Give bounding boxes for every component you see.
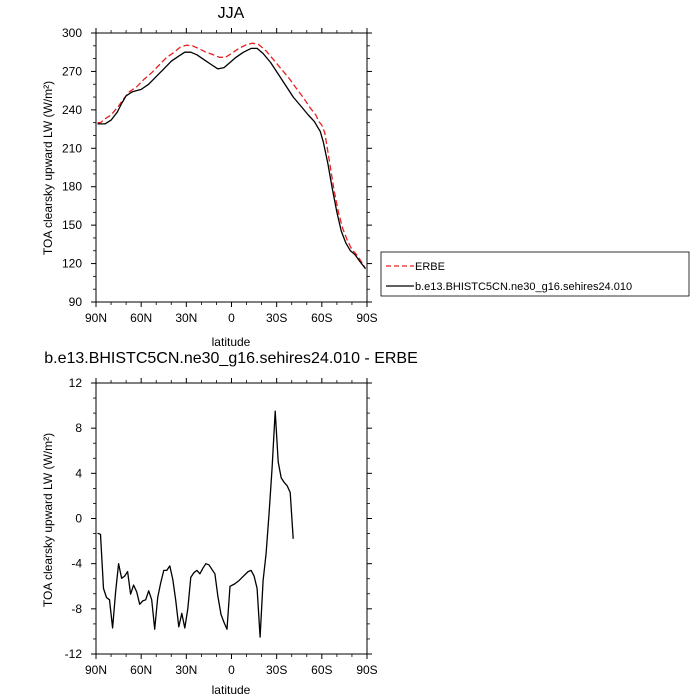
bottom-y-tick-label: -8 (71, 602, 82, 616)
top-chart-title: JJA (218, 5, 245, 22)
top-x-tick-label: 90N (85, 311, 107, 325)
top-y-tick-label: 120 (62, 257, 82, 271)
legend-box (380, 251, 690, 297)
top-x-tick-label: 60N (130, 311, 152, 325)
bottom-x-tick-label: 60S (311, 663, 332, 677)
top-y-axis-label: TOA clearsky upward LW (W/m²) (41, 81, 55, 255)
top-y-axis-title: TOA clearsky upward LW (W/m²) (41, 81, 55, 255)
top-y-tick-label: 300 (62, 26, 82, 40)
top-x-tick-label: 60S (311, 311, 332, 325)
bottom-y-tick-label: 8 (75, 421, 82, 435)
top-x-tick-label: 90S (356, 311, 377, 325)
bottom-y-axis-label: TOA clearsky upward LW (W/m²) (41, 433, 55, 607)
top-x-tick-label: 0 (228, 311, 235, 325)
bottom-plot-area: 90N 60N 30N 0 30S 60S 90S -12 -8 -4 0 4 8 12 (65, 376, 378, 677)
top-x-tick-label: 30N (175, 311, 197, 325)
top-series-line-b-e13-bhistc5cn-ne30-g16-sehires24-010 (97, 47, 367, 270)
top-y-tick-label: 90 (69, 295, 83, 309)
top-series-line-erbe (97, 42, 367, 270)
top-plot-frame (95, 32, 368, 303)
svg-text:TOA clearsky upward LW (W/m²): TOA clearsky upward LW (W/m²) (41, 81, 55, 255)
bottom-series-line-difference (97, 410, 294, 638)
bottom-x-tick-label: 90S (356, 663, 377, 677)
top-y-tick-label: 180 (62, 180, 82, 194)
top-plot-area: 90N 60N 30N 0 30S 60S 90S 90 120 150 180 210 240 270 3… (62, 26, 378, 325)
bottom-x-tick-label: 90N (85, 663, 107, 677)
top-x-axis-title: latitude (212, 335, 251, 349)
bottom-y-tick-label: -12 (65, 647, 83, 661)
bottom-x-tick-label: 30S (266, 663, 287, 677)
bottom-x-tick-label: 30N (175, 663, 197, 677)
top-y-tick-label: 210 (62, 141, 82, 155)
legend-label-model: b.e13.BHISTC5CN.ne30_g16.sehires24.010 (415, 281, 632, 293)
svg-text:TOA clearsky upward LW (W/m²): TOA clearsky upward LW (W/m²) (41, 433, 55, 607)
top-x-tick-label: 30S (266, 311, 287, 325)
bottom-y-tick-label: 4 (75, 466, 82, 480)
bottom-y-axis-title: TOA clearsky upward LW (W/m²) (41, 433, 55, 607)
top-y-tick-label: 150 (62, 218, 82, 232)
top-chart-panel: JJA TOA clearsky upward LW (W/m²) latitu… (41, 5, 378, 349)
top-y-tick-label: 270 (62, 64, 82, 78)
bottom-x-axis-title: latitude (212, 683, 251, 697)
bottom-y-tick-label: 0 (75, 512, 82, 526)
bottom-x-tick-label: 60N (130, 663, 152, 677)
top-y-tick-label: 240 (62, 103, 82, 117)
bottom-chart-panel: b.e13.BHISTC5CN.ne30_g16.sehires24.010 -… (41, 350, 418, 697)
bottom-y-tick-label: 12 (69, 376, 83, 390)
bottom-x-tick-label: 0 (228, 663, 235, 677)
bottom-chart-title: b.e13.BHISTC5CN.ne30_g16.sehires24.010 -… (44, 350, 418, 367)
bottom-plot-frame (95, 382, 368, 655)
bottom-y-tick-label: -4 (71, 557, 82, 571)
legend: ERBE b.e13.BHISTC5CN.ne30_g16.sehires24.… (380, 251, 690, 297)
legend-label-erbe: ERBE (415, 261, 445, 273)
